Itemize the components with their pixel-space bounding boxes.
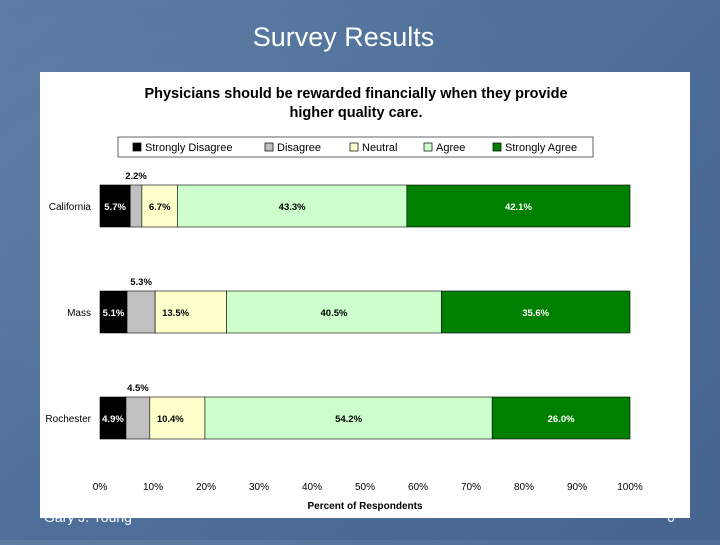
legend-label: Neutral (362, 142, 397, 154)
bar-segment (154, 290, 227, 334)
data-label: 35.6% (522, 308, 549, 319)
legend-swatch (492, 142, 502, 152)
chart-title: Physicians should be rewarded financiall… (144, 86, 567, 121)
x-axis-label: Percent of Respondents (307, 501, 422, 512)
data-label: 2.2% (125, 171, 147, 182)
x-tick-label: 80% (514, 482, 534, 493)
chart-title-line: Physicians should be rewarded financiall… (144, 86, 567, 102)
legend-swatch (132, 142, 142, 152)
bar-segment (125, 396, 151, 440)
x-tick-label: 60% (408, 482, 428, 493)
bar-segment (129, 184, 143, 228)
data-label: 54.2% (335, 414, 362, 425)
page-number: 6 (667, 509, 675, 525)
data-label: 5.3% (130, 277, 152, 288)
category-label: Mass (67, 308, 91, 319)
x-tick-label: 0% (93, 482, 108, 493)
legend-label: Agree (436, 142, 465, 154)
category-label: California (49, 202, 92, 213)
legend-swatch (349, 142, 359, 152)
data-label: 26.0% (548, 414, 575, 425)
category-label: Rochester (45, 414, 91, 425)
x-tick-label: 10% (143, 482, 163, 493)
chart-title-line: higher quality care. (290, 105, 423, 121)
data-label: 42.1% (505, 202, 532, 213)
x-tick-label: 50% (355, 482, 375, 493)
data-label: 5.1% (103, 308, 125, 319)
bar-segment (126, 290, 156, 334)
chart-legend: Strongly Disagree Disagree Neutral Agree Str… (117, 136, 594, 158)
x-tick-label: 30% (249, 482, 269, 493)
legend-label: Strongly Disagree (145, 142, 232, 154)
data-label: 4.9% (102, 414, 124, 425)
legend-label: Strongly Agree (505, 142, 577, 154)
data-label: 10.4% (157, 414, 184, 425)
x-axis: 0% 10% 20% 30% 40% 50% 60% 70% 80% 90% 100% Percent… (93, 482, 643, 512)
bar-segment (406, 184, 631, 228)
bar-segment (99, 184, 131, 228)
legend-swatch (423, 142, 433, 152)
legend-label: Disagree (277, 142, 321, 154)
data-label: 6.7% (149, 202, 171, 213)
x-tick-label: 20% (196, 482, 216, 493)
legend-swatch (264, 142, 274, 152)
x-tick-label: 100% (617, 482, 643, 493)
x-tick-label: 40% (302, 482, 322, 493)
bar-segment (149, 396, 206, 440)
data-label: 13.5% (162, 308, 189, 319)
bar-segment (226, 290, 442, 334)
footer-author: Gary J. Young (44, 509, 132, 525)
bar-segment (99, 290, 128, 334)
data-label: 5.7% (104, 202, 126, 213)
x-tick-label: 90% (567, 482, 587, 493)
slide-title: Survey Results (252, 22, 435, 52)
bar-segment (204, 396, 493, 440)
data-label: 40.5% (321, 308, 348, 319)
bar-segment (441, 290, 631, 334)
chart-bars: California 5.7% 2.2% 6.7% 43.3% 42.1% Mass 5.1%… (45, 171, 631, 440)
bar-segment (491, 396, 631, 440)
x-tick-label: 70% (461, 482, 481, 493)
data-label: 43.3% (279, 202, 306, 213)
data-label: 4.5% (127, 383, 149, 394)
